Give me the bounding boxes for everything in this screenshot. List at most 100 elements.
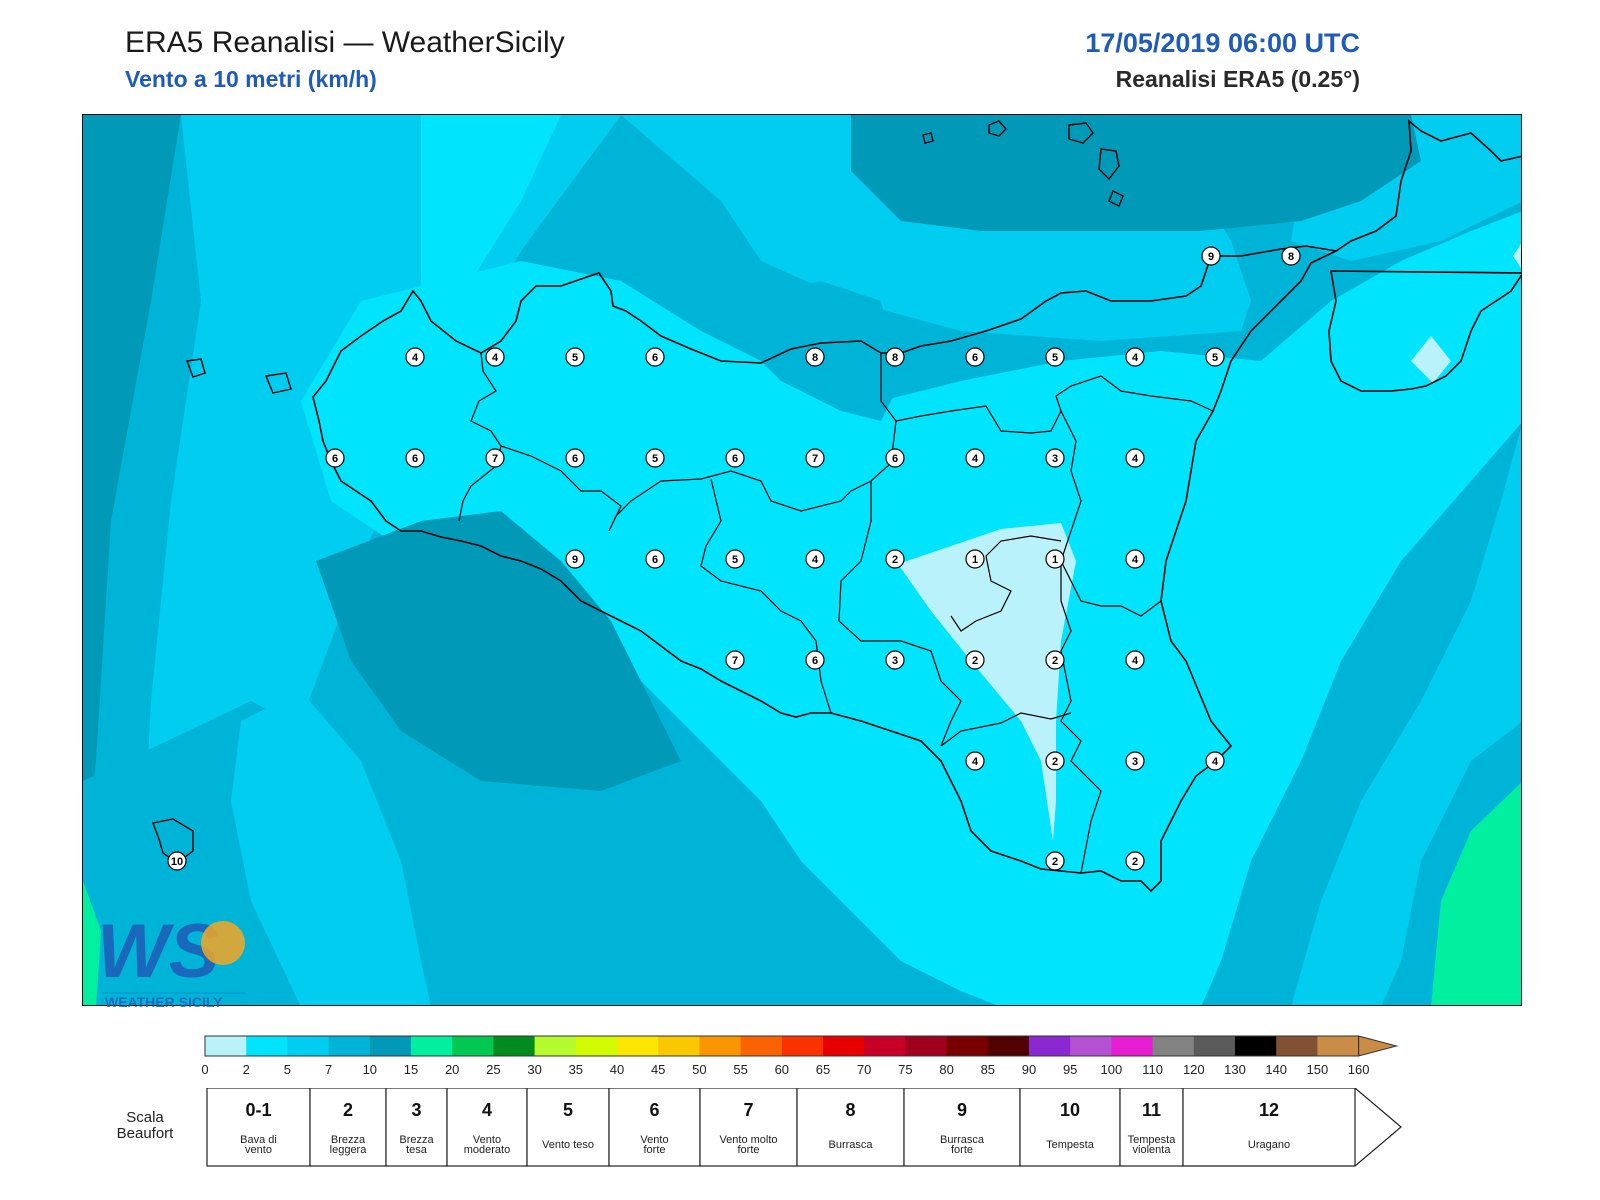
- beaufort-description: forte: [643, 1144, 665, 1156]
- wind-field-band: [851, 115, 1421, 231]
- wind-field-band: [1291, 428, 1521, 1005]
- station-wind-value: 5: [1212, 352, 1218, 364]
- beaufort-number: 9: [957, 1100, 967, 1120]
- weathersicily-logo: WS WEATHER SICILY: [95, 905, 255, 1015]
- station-marker: 5: [1045, 347, 1065, 367]
- wind-field-band: [83, 881, 101, 1005]
- colorbar-arrow: [1358, 1035, 1399, 1057]
- beaufort-description: Vento molto: [719, 1134, 777, 1146]
- colorbar-swatch: [1235, 1036, 1277, 1056]
- wind-field-band: [1431, 782, 1521, 1005]
- colorbar-tick-label: 130: [1224, 1062, 1246, 1077]
- colorbar-tick-label: 95: [1063, 1062, 1077, 1077]
- station-marker: 4: [1125, 347, 1145, 367]
- station-marker: 7: [485, 448, 505, 468]
- colorbar-tick-label: 120: [1183, 1062, 1205, 1077]
- station-wind-value: 9: [1208, 251, 1214, 263]
- station-wind-value: 4: [412, 352, 419, 364]
- station-marker: 4: [1205, 751, 1225, 771]
- station-marker: 4: [965, 448, 985, 468]
- station-marker: 7: [805, 448, 825, 468]
- station-wind-value: 2: [1052, 856, 1058, 868]
- colorbar-tick-label: 7: [325, 1062, 332, 1077]
- colorbar-swatch: [452, 1036, 494, 1056]
- colorbar-tick-label: 70: [857, 1062, 871, 1077]
- station-marker: 3: [885, 650, 905, 670]
- wind-field-band: [898, 523, 1076, 841]
- beaufort-level: 8 Burrasca: [796, 1088, 905, 1167]
- beaufort-number: 11: [1142, 1100, 1161, 1120]
- beaufort-number: 2: [343, 1100, 353, 1120]
- colorbar-tick-label: 90: [1022, 1062, 1036, 1077]
- station-wind-value: 2: [972, 655, 978, 667]
- station-marker: 9: [1201, 246, 1221, 266]
- station-wind-value: 9: [572, 554, 578, 566]
- beaufort-description: leggera: [330, 1144, 368, 1156]
- colorbar-swatch: [1029, 1036, 1071, 1056]
- station-marker: 6: [645, 549, 665, 569]
- station-wind-value: 3: [1132, 756, 1138, 768]
- station-wind-value: 4: [1132, 554, 1139, 566]
- station-marker: 5: [565, 347, 585, 367]
- station-marker: 2: [1125, 851, 1145, 871]
- station-wind-value: 2: [1132, 856, 1138, 868]
- colorbar-tick-label: 2: [243, 1062, 250, 1077]
- beaufort-description: Vento: [473, 1134, 501, 1146]
- station-wind-value: 7: [492, 453, 498, 465]
- beaufort-description: moderato: [464, 1144, 510, 1156]
- beaufort-description: Vento: [640, 1134, 668, 1146]
- colorbar-tick-label: 160: [1348, 1062, 1370, 1077]
- colorbar-swatch: [246, 1036, 288, 1056]
- station-wind-value: 6: [972, 352, 978, 364]
- beaufort-description: forte: [951, 1144, 973, 1156]
- station-marker: 1: [1045, 549, 1065, 569]
- beaufort-number: 4: [482, 1100, 492, 1120]
- colorbar-swatch: [823, 1036, 865, 1056]
- colorbar-tick-label: 20: [445, 1062, 459, 1077]
- station-wind-value: 4: [972, 756, 979, 768]
- colorbar-tick-label: 30: [527, 1062, 541, 1077]
- wind-field-band: [301, 211, 1521, 1005]
- station-wind-value: 5: [732, 554, 738, 566]
- station-wind-value: 8: [892, 352, 898, 364]
- colorbar-swatch: [946, 1036, 989, 1056]
- station-wind-value: 2: [892, 554, 898, 566]
- station-marker: 6: [565, 448, 585, 468]
- station-marker: 6: [805, 650, 825, 670]
- station-marker: 4: [1125, 650, 1145, 670]
- station-wind-value: 8: [812, 352, 818, 364]
- station-wind-value: 6: [812, 655, 818, 667]
- station-wind-value: 8: [1288, 251, 1294, 263]
- station-marker: 2: [965, 650, 985, 670]
- beaufort-number: 6: [649, 1100, 659, 1120]
- station-wind-value: 1: [972, 554, 978, 566]
- station-wind-value: 2: [1052, 655, 1058, 667]
- station-marker: 6: [645, 347, 665, 367]
- colorbar-tick-label: 35: [569, 1062, 583, 1077]
- station-marker: 6: [725, 448, 745, 468]
- station-marker: 4: [965, 751, 985, 771]
- station-marker: 4: [805, 549, 825, 569]
- station-wind-value: 10: [171, 856, 183, 868]
- beaufort-description: Brezza: [399, 1134, 434, 1146]
- colorbar-tick-label: 0: [201, 1062, 208, 1077]
- station-marker: 2: [1045, 751, 1065, 771]
- station-wind-value: 3: [1052, 453, 1058, 465]
- beaufort-number: 8: [845, 1100, 855, 1120]
- colorbar-swatch: [864, 1036, 906, 1056]
- station-wind-value: 2: [1052, 756, 1058, 768]
- station-marker: 2: [1045, 851, 1065, 871]
- beaufort-number: 5: [563, 1100, 573, 1120]
- colorbar-swatch: [287, 1036, 330, 1056]
- wind-field-band: [1411, 336, 1451, 383]
- station-marker: 5: [645, 448, 665, 468]
- station-wind-value: 1: [1052, 554, 1058, 566]
- wind-field-band: [1513, 244, 1521, 268]
- station-wind-value: 6: [732, 453, 738, 465]
- station-marker: 5: [1205, 347, 1225, 367]
- calabria-coastline: [1328, 119, 1521, 392]
